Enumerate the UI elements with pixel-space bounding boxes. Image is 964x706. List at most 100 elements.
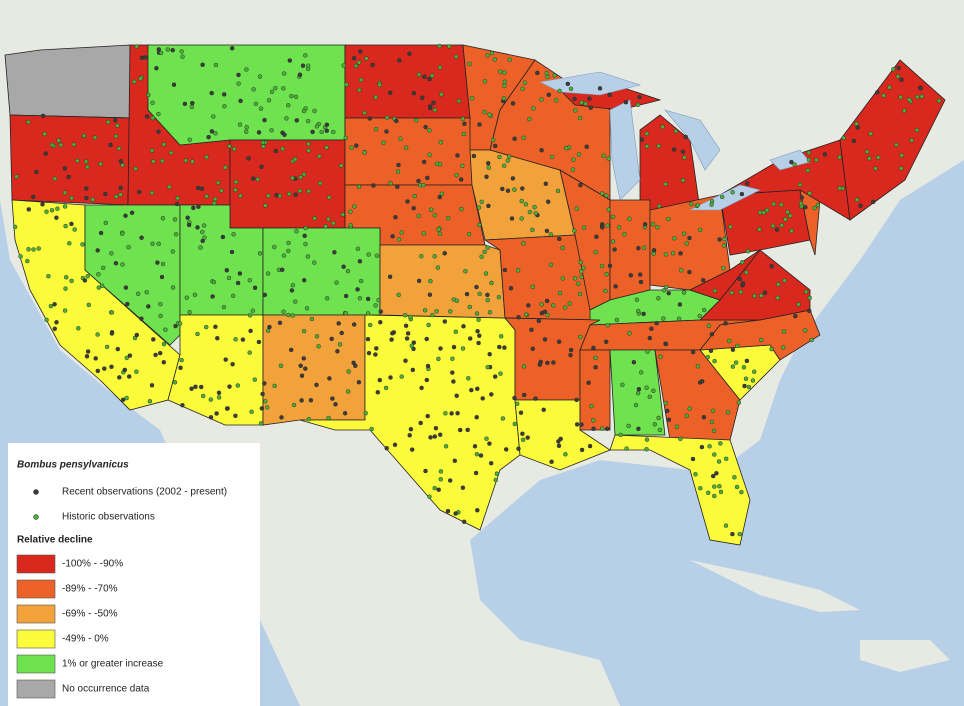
observation-dot: [505, 158, 510, 163]
observation-dot: [757, 210, 763, 215]
observation-dot: [161, 360, 167, 365]
observation-dot: [357, 259, 363, 264]
observation-dot: [483, 271, 489, 276]
observation-dot: [124, 355, 130, 361]
observation-dot: [537, 362, 542, 367]
observation-dot: [172, 380, 178, 385]
observation-dot: [62, 166, 68, 171]
observation-dot: [252, 377, 258, 382]
observation-dot: [774, 227, 780, 232]
observation-dot: [526, 303, 531, 308]
observation-dot: [460, 485, 466, 490]
observation-dot: [215, 180, 221, 186]
observation-dot: [493, 477, 498, 483]
observation-dot: [712, 288, 718, 293]
observation-dot: [699, 444, 705, 450]
observation-dot: [248, 328, 253, 334]
observation-dot: [352, 322, 357, 327]
observation-dot: [438, 140, 443, 145]
observation-dot: [358, 278, 364, 284]
observation-dot: [436, 227, 441, 232]
observation-dot: [461, 131, 467, 137]
observation-dot: [384, 446, 389, 451]
observation-dot: [251, 87, 256, 92]
observation-dot: [439, 92, 444, 97]
observation-dot: [597, 86, 603, 91]
observation-dot: [266, 97, 272, 103]
observation-dot: [605, 223, 610, 228]
observation-dot: [644, 385, 649, 390]
observation-dot: [568, 352, 573, 358]
legend-swatch: [16, 679, 56, 699]
observation-dot: [459, 206, 464, 212]
observation-dot: [460, 163, 465, 169]
observation-dot: [477, 291, 482, 297]
observation-dot: [626, 423, 631, 429]
observation-dot: [469, 387, 474, 393]
observation-dot: [314, 334, 320, 339]
observation-dot: [299, 398, 304, 403]
observation-dot: [46, 274, 51, 279]
observation-dot: [92, 135, 98, 140]
observation-dot: [563, 452, 568, 457]
observation-dot: [799, 195, 804, 200]
observation-dot: [620, 382, 625, 387]
observation-dot: [695, 203, 700, 208]
observation-dot: [639, 370, 644, 375]
observation-dot: [867, 156, 872, 161]
observation-dot: [289, 93, 294, 99]
observation-dot: [652, 422, 657, 427]
observation-dot: [486, 203, 491, 209]
observation-dot: [52, 326, 57, 331]
observation-dot: [606, 207, 611, 212]
observation-dot: [219, 188, 224, 193]
observation-dot: [806, 157, 812, 163]
observation-dot: [698, 486, 703, 491]
observation-dot: [317, 154, 322, 159]
observation-dot: [881, 93, 886, 98]
observation-dot: [120, 397, 126, 402]
observation-dot: [388, 180, 393, 186]
observation-dot: [366, 350, 372, 356]
observation-dot: [459, 177, 464, 182]
observation-dot: [200, 62, 205, 68]
observation-dot: [474, 284, 479, 290]
observation-dot: [487, 112, 492, 117]
observation-dot: [211, 200, 217, 206]
observation-dot: [127, 353, 133, 358]
observation-dot: [623, 99, 629, 105]
observation-dot: [319, 129, 324, 135]
great-lakes: [539, 71, 811, 211]
observation-dot: [374, 253, 380, 258]
observation-dot: [530, 227, 535, 233]
observation-dot: [455, 411, 460, 416]
observation-dot: [645, 349, 650, 354]
observation-dot: [700, 379, 705, 384]
observation-dot: [126, 374, 132, 379]
observation-dot: [274, 193, 279, 198]
observation-dot: [485, 298, 490, 303]
observation-dot: [706, 323, 712, 328]
observation-dot: [362, 150, 367, 155]
observation-dot: [357, 296, 363, 301]
observation-dot: [471, 153, 477, 159]
observation-dot: [522, 80, 528, 85]
observation-dot: [265, 271, 271, 276]
observation-dot: [732, 475, 737, 480]
observation-dot: [544, 228, 550, 234]
observation-dot: [388, 375, 393, 380]
observation-dot: [232, 146, 237, 152]
observation-dot: [433, 426, 439, 431]
observation-dot: [438, 477, 443, 482]
observation-dot: [448, 309, 453, 314]
observation-dot: [26, 119, 31, 125]
observation-dot: [339, 163, 344, 168]
observation-dot: [737, 531, 742, 537]
observation-dot: [203, 324, 209, 330]
observation-dot: [546, 92, 551, 98]
observation-dot: [223, 357, 228, 362]
observation-dot: [149, 190, 155, 196]
observation-dot: [557, 236, 562, 242]
observation-dot: [209, 129, 215, 134]
observation-dot: [610, 239, 616, 244]
